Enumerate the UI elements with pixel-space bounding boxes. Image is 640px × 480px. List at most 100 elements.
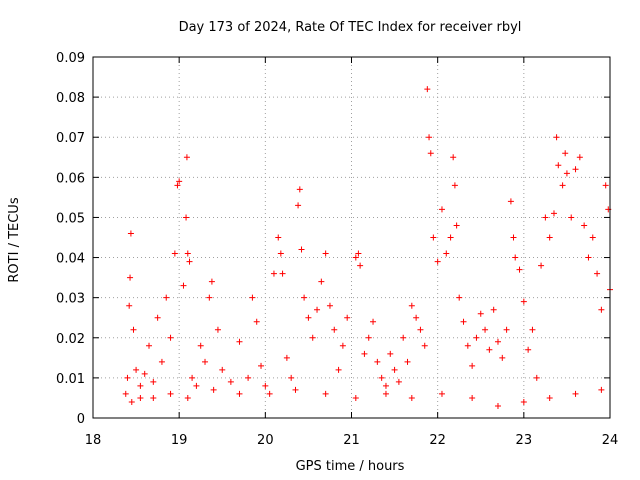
data-point <box>602 182 609 189</box>
data-point <box>137 382 144 389</box>
data-point <box>453 222 460 229</box>
data-point <box>525 346 532 353</box>
data-point <box>469 362 476 369</box>
data-point <box>503 326 510 333</box>
data-point <box>546 234 553 241</box>
data-point <box>427 150 434 157</box>
data-point <box>208 278 215 285</box>
data-point <box>408 302 415 309</box>
axis-ticks <box>92 56 611 419</box>
y-tick-labels: 0 0.01 0.02 0.03 0.04 0.05 0.06 0.07 0.08 0.09 <box>56 51 85 427</box>
data-point <box>589 234 596 241</box>
x-tick-label: 23 <box>516 433 533 448</box>
data-point <box>318 278 325 285</box>
data-point <box>335 366 342 373</box>
data-point <box>538 262 545 269</box>
data-point <box>572 166 579 173</box>
data-point <box>322 390 329 397</box>
data-point <box>146 342 153 349</box>
data-point <box>400 334 407 341</box>
data-point <box>127 230 134 237</box>
data-point <box>339 342 346 349</box>
data-point <box>258 362 265 369</box>
data-point <box>288 374 295 381</box>
data-point <box>352 394 359 401</box>
data-point <box>490 306 497 313</box>
data-point <box>206 294 213 301</box>
data-point <box>464 342 471 349</box>
data-point <box>174 182 181 189</box>
data-point <box>447 234 454 241</box>
data-point <box>391 366 398 373</box>
data-point <box>594 270 601 277</box>
data-point <box>126 302 133 309</box>
data-point <box>344 314 351 321</box>
data-point <box>417 326 424 333</box>
data-point <box>253 318 260 325</box>
data-point <box>382 390 389 397</box>
y-tick-label: 0.04 <box>56 252 85 267</box>
data-point <box>357 262 364 269</box>
data-point <box>124 374 131 381</box>
data-point <box>309 334 316 341</box>
data-point <box>322 250 329 257</box>
data-point <box>510 234 517 241</box>
data-point <box>426 134 433 141</box>
data-point <box>568 214 575 221</box>
y-tick-label: 0.01 <box>56 372 85 387</box>
data-point <box>438 390 445 397</box>
data-point <box>154 314 161 321</box>
y-tick-label: 0.03 <box>56 292 85 307</box>
data-point <box>559 182 566 189</box>
y-tick-label: 0.07 <box>56 131 85 146</box>
data-point <box>171 250 178 257</box>
data-point <box>361 350 368 357</box>
data-point <box>122 390 129 397</box>
y-tick-label: 0.08 <box>56 91 85 106</box>
data-point <box>262 382 269 389</box>
data-point <box>443 250 450 257</box>
data-point <box>150 378 157 385</box>
data-point <box>184 394 191 401</box>
data-point <box>163 294 170 301</box>
data-point <box>326 302 333 309</box>
data-point <box>473 334 480 341</box>
data-point <box>460 318 467 325</box>
data-point <box>533 374 540 381</box>
data-point <box>450 154 457 161</box>
data-point <box>277 250 284 257</box>
data-point <box>305 314 312 321</box>
data-point <box>516 266 523 273</box>
data-point <box>183 154 190 161</box>
data-point <box>355 250 362 257</box>
data-point <box>581 222 588 229</box>
data-point <box>562 150 569 157</box>
data-point <box>430 234 437 241</box>
data-point <box>189 374 196 381</box>
data-point <box>477 310 484 317</box>
data-point <box>404 358 411 365</box>
data-point <box>598 386 605 393</box>
data-point <box>512 254 519 261</box>
data-point <box>128 398 135 405</box>
data-point <box>520 298 527 305</box>
grid-lines <box>93 57 610 418</box>
data-point <box>298 246 305 253</box>
data-point <box>424 86 431 93</box>
data-point <box>563 170 570 177</box>
data-point <box>378 374 385 381</box>
data-point <box>176 178 183 185</box>
x-tick-label: 22 <box>429 433 446 448</box>
data-point <box>499 354 506 361</box>
data-point <box>451 182 458 189</box>
data-point <box>227 378 234 385</box>
y-tick-label: 0.06 <box>56 171 85 186</box>
data-point <box>197 342 204 349</box>
x-tick-label: 21 <box>343 433 360 448</box>
data-point <box>546 394 553 401</box>
data-point <box>374 358 381 365</box>
data-point <box>494 338 501 345</box>
data-point <box>553 134 560 141</box>
data-point <box>141 370 148 377</box>
data-point <box>249 294 256 301</box>
